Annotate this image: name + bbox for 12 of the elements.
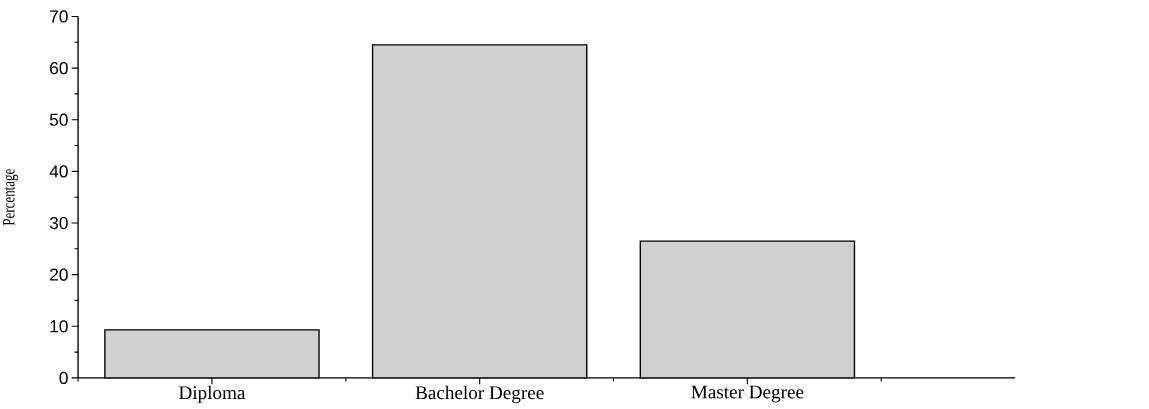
y-tick-label: 70 [50, 10, 68, 23]
y-tick-label: 0 [59, 371, 68, 385]
y-tick-label: 40 [49, 165, 68, 178]
x-tick-label: Diploma [179, 385, 246, 404]
y-tick-label: 50 [49, 113, 68, 126]
y-tick-label: 20 [50, 268, 68, 281]
x-tick-label: Bachelor Degree [415, 385, 544, 404]
y-tick-label: 10 [50, 320, 68, 333]
y-tick-label: 60 [50, 61, 68, 75]
y-axis-title: Percentage [3, 169, 19, 226]
y-tick-label: 30 [49, 216, 68, 230]
x-tick-label: Master Degree [691, 385, 804, 403]
